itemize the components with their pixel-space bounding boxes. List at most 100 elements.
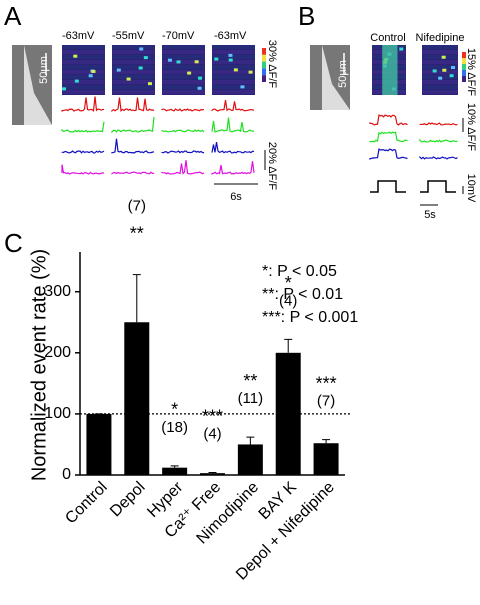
trace [161,150,205,154]
trace [111,117,155,134]
heatmap-spot [74,79,79,83]
n-label: (11) [238,390,264,407]
heatmap-spot [248,70,253,74]
heatmap-row [62,55,105,60]
y-tick-label: 0 [62,466,71,483]
voltage-label: -70mV [162,30,195,42]
heatmap-spot [88,74,93,78]
voltage-step [370,180,406,193]
heatmap-spot [167,58,172,62]
heatmap-row [162,80,205,85]
heatmap-spot [147,82,152,86]
trace [419,155,458,160]
heatmap-row [62,50,105,55]
heatmap-row [62,60,105,65]
heatmap-row [212,90,255,95]
panel-label: A [4,1,22,31]
heatmap-row [212,80,255,85]
heatmap-row [422,65,458,70]
trace [369,131,408,143]
condition-label: Nifedipine [416,32,465,44]
x-tick-label: Control [62,479,111,528]
heatmap-row [162,75,205,80]
voltage-label: -55mV [112,30,145,42]
panel-label: C [4,228,23,258]
scale-label: 5s [424,209,436,221]
voltage-step [420,180,456,193]
heatmap-spot [139,47,144,51]
colorbar [262,61,266,69]
heatmap-row [62,85,105,90]
heatmap-spot [451,66,456,70]
heatmap-row [112,80,155,85]
trace [61,96,105,113]
trace [369,148,408,160]
heatmap-row [62,80,105,85]
bar [200,473,225,475]
heatmap-row [112,50,155,55]
heatmap-row [422,90,458,95]
scale-label: 15% ΔF/F [465,48,477,97]
heatmap-row [212,85,255,90]
heatmap-row [62,75,105,80]
heatmap-spot [240,85,245,89]
legend-entry: ***: P < 0.001 [262,309,358,326]
heatmap-row [422,50,458,55]
voltage-label: -63mV [214,30,247,42]
trace [161,129,205,133]
heatmap-row [162,65,205,70]
heatmap-spot [91,69,96,73]
trace [61,121,105,133]
n-label: (4) [203,426,221,443]
trace [61,164,105,175]
heatmap-row [162,90,205,95]
heatmap-row [62,45,105,50]
condition-label: Control [370,32,405,44]
heatmap-row [112,45,155,50]
heatmap-spot [432,69,437,73]
heatmap-row [212,75,255,80]
trace [419,138,458,143]
significance-label: *** [316,373,337,393]
heatmap-row [162,45,205,50]
heatmap-row [422,45,458,50]
heatmap-row [112,85,155,90]
heatmap-spot [233,68,238,72]
scale-label: 10mV [465,174,477,203]
bar [162,467,188,475]
bar [86,413,112,475]
heatmap-spot [143,56,148,60]
n-label: (4) [279,292,297,309]
significance-label: * [171,400,178,420]
cell [322,45,350,110]
heatmap-spot [62,87,67,91]
y-tick-label: 200 [44,344,71,361]
colorbar [262,48,266,55]
significance-label: ** [243,371,257,391]
heatmap-spot [197,86,202,90]
heatmap-spot [441,55,446,59]
error-bar [170,465,179,468]
trace [61,150,105,154]
colorbar [462,52,466,58]
heatmap-spot [126,77,131,81]
scale-label: 50µm [337,60,349,88]
heatmap-row [212,45,255,50]
heatmap-row [112,75,155,80]
heatmap-row [62,65,105,70]
heatmap-row [62,70,105,75]
scale-label: 50µm [38,56,50,84]
panel-label: B [298,1,315,31]
colorbar [462,76,466,82]
legend-entry: **: P < 0.01 [262,286,343,303]
heatmap-row [422,55,458,60]
heatmap-spot [187,71,192,75]
significance-label: *** [202,406,223,426]
heatmap-row [422,60,458,65]
error-bar [284,338,293,353]
heatmap-spot [73,54,78,58]
scale-label: 30% ΔF/F [266,40,278,89]
trace [161,108,205,112]
heatmap-row [112,55,155,60]
